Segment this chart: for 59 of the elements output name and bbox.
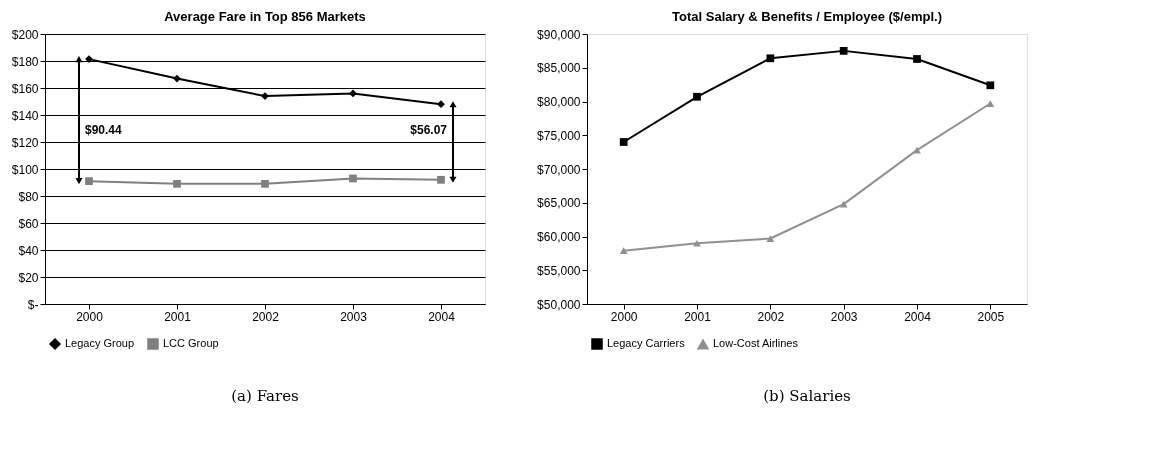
y-tick-label: $20 [18, 270, 39, 285]
y-tick-label: $40 [18, 243, 39, 258]
x-tick-label: 2004 [428, 309, 456, 324]
x-tick-label: 2000 [610, 309, 638, 324]
point [437, 175, 445, 184]
point [986, 81, 995, 90]
text: (a) Fares [231, 387, 299, 405]
text: (b) Salaries [763, 387, 851, 405]
y-tick-label: $60,000 [537, 230, 581, 244]
point [619, 138, 628, 146]
x-tick-label: 2005 [977, 309, 1005, 324]
y-tick-label: $70,000 [537, 162, 581, 177]
legend-label: Legacy Carriers [607, 337, 686, 349]
y-tick-label: $100 [11, 162, 39, 177]
y-tick-label: $90,000 [537, 27, 581, 42]
x-tick-label: 2002 [757, 309, 785, 324]
annotation: $90.44 [85, 123, 123, 138]
chart-title: Average Fare in Top 856 Markets [164, 9, 366, 24]
point [173, 179, 181, 188]
point [766, 54, 775, 63]
y-tick-label: $120 [11, 135, 39, 150]
point [261, 179, 269, 188]
x-tick-label: 2001 [684, 309, 712, 324]
y-tick-label: $180 [11, 54, 39, 69]
annotation: $56.07 [410, 123, 448, 137]
legend-label: LCC Group [163, 337, 219, 349]
y-tick-label: $80,000 [537, 95, 581, 109]
point [839, 47, 848, 55]
point [173, 74, 181, 83]
legend-label: Low-Cost Airlines [713, 337, 799, 350]
point [437, 100, 445, 109]
chart-title: Total Salary & Benefits / Employee ($/empl.) [672, 9, 942, 24]
point [349, 174, 357, 183]
point [693, 239, 701, 247]
y-tick-label: $160 [11, 81, 39, 96]
point [349, 89, 357, 98]
point [913, 55, 921, 63]
y-tick-label: $50,000 [537, 297, 581, 312]
point [986, 100, 995, 107]
point [85, 177, 93, 186]
y-tick-label: $60 [18, 216, 39, 231]
x-tick-label: 2003 [830, 309, 858, 324]
y-tick-label: $- [27, 297, 39, 312]
y-tick-label: $55,000 [537, 263, 581, 278]
x-tick-label: 2000 [76, 309, 104, 324]
point [766, 235, 775, 242]
y-tick-label: $85,000 [537, 61, 581, 76]
y-tick-label: $140 [11, 108, 39, 123]
x-tick-label: 2002 [252, 309, 280, 324]
y-tick-label: $65,000 [537, 196, 581, 211]
y-tick-label: $80 [18, 189, 39, 204]
y-tick-label: $75,000 [537, 128, 581, 143]
legend-label: Legacy Group [65, 337, 135, 349]
x-tick-label: 2004 [904, 309, 932, 324]
y-tick-label: $200 [11, 27, 39, 42]
x-tick-label: 2001 [164, 309, 192, 324]
x-tick-label: 2003 [340, 309, 368, 324]
point [693, 92, 701, 101]
point [619, 247, 628, 255]
